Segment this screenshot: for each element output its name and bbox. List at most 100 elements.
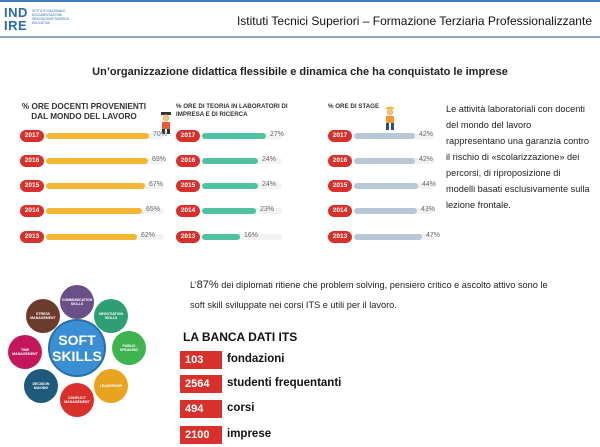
year-pill: 2013 xyxy=(20,231,44,243)
bar-track xyxy=(202,234,282,240)
bubble-communication: COMMUNICATION SKILLS xyxy=(60,285,94,319)
bar-row-stage: 2015 44% xyxy=(328,180,464,192)
stat-number: 2100 xyxy=(180,426,222,444)
bar-track xyxy=(354,208,434,214)
bar-fill xyxy=(202,208,256,214)
bar-track xyxy=(354,183,434,189)
year-pill: 2015 xyxy=(176,180,200,192)
year-pill: 2016 xyxy=(328,155,352,167)
bubble-conflict-management: CONFLICT MANAGEMENT xyxy=(60,383,94,417)
bar-row-laboratori: 2015 24% xyxy=(176,180,312,192)
indire-logo[interactable]: IND IRE ISTITUTO NAZIONALE DOCUMENTAZIONE… xyxy=(4,6,74,34)
bubble-negotiation: NEGOTIATION SKILLS xyxy=(94,299,128,333)
bar-percentage: 43% xyxy=(421,206,436,213)
bar-track xyxy=(354,133,434,139)
bar-fill xyxy=(354,158,415,164)
top-accent-bar xyxy=(0,0,600,2)
bar-fill xyxy=(354,183,418,189)
bar-row-stage: 2016 42% xyxy=(328,155,464,167)
bar-fill xyxy=(46,183,145,189)
bar-percentage: 62% xyxy=(141,232,156,239)
bar-row-docenti: 2014 65% xyxy=(20,205,194,217)
soft-skills-cluster: COMMUNICATION SKILLS NEGOTIATION SKILLS … xyxy=(0,285,180,445)
soft-skills-center-line1: SOFT xyxy=(58,332,96,348)
student-figure-icon xyxy=(161,112,171,134)
year-pill: 2017 xyxy=(20,130,44,142)
bubble-time-management: TIME MANAGEMENT xyxy=(8,335,42,369)
stat-number: 494 xyxy=(180,400,222,418)
page-subtitle: Un’organizzazione didattica flessibile e… xyxy=(92,66,508,78)
bar-percentage: 42% xyxy=(419,156,434,163)
bar-track xyxy=(46,183,164,189)
soft-skills-center-line2: SKILLS xyxy=(52,348,102,364)
bar-row-docenti: 2017 70% xyxy=(20,130,194,142)
year-pill: 2014 xyxy=(176,205,200,217)
year-pill: 2015 xyxy=(20,180,44,192)
bar-row-docenti: 2015 67% xyxy=(20,180,194,192)
stat-number: 103 xyxy=(180,351,222,369)
bar-fill xyxy=(354,133,415,139)
stat-label: corsi xyxy=(227,402,255,414)
bar-percentage: 65% xyxy=(146,206,161,213)
bar-row-docenti: 2016 69% xyxy=(20,155,194,167)
worker-figure-icon xyxy=(385,106,395,130)
soft-text-prefix: L’ xyxy=(190,280,197,290)
bar-percentage: 67% xyxy=(149,181,164,188)
banca-dati-title: LA BANCA DATI ITS xyxy=(183,330,298,344)
col-title-stage: % ORE DI STAGE xyxy=(328,103,380,110)
header-title: Istituti Tecnici Superiori – Formazione … xyxy=(236,14,592,28)
year-pill: 2016 xyxy=(20,155,44,167)
bar-track xyxy=(46,234,164,240)
year-pill: 2017 xyxy=(328,130,352,142)
bar-percentage: 70% xyxy=(153,131,168,138)
soft-skills-center: SOFT SKILLS xyxy=(48,319,106,377)
soft-text-percentage: 87% xyxy=(196,279,219,291)
bar-track xyxy=(202,183,282,189)
bar-percentage: 47% xyxy=(426,232,441,239)
logo-text: IND IRE xyxy=(4,5,28,33)
bar-row-laboratori: 2016 24% xyxy=(176,155,312,167)
bar-percentage: 24% xyxy=(262,181,277,188)
stat-label: studenti frequentanti xyxy=(227,377,342,389)
bar-percentage: 69% xyxy=(152,156,167,163)
bubble-leadership: LEADERSHIP xyxy=(94,369,128,403)
bar-fill xyxy=(354,234,422,240)
year-pill: 2013 xyxy=(176,231,200,243)
year-pill: 2013 xyxy=(328,231,352,243)
year-pill: 2017 xyxy=(176,130,200,142)
bar-track xyxy=(46,208,164,214)
side-text: Le attività laboratoriali con docenti de… xyxy=(446,104,590,210)
bar-fill xyxy=(202,234,240,240)
year-pill: 2014 xyxy=(20,205,44,217)
bar-fill xyxy=(202,183,258,189)
bar-track xyxy=(202,158,282,164)
bar-fill xyxy=(46,234,137,240)
bar-percentage: 23% xyxy=(260,206,275,213)
bar-track xyxy=(202,133,282,139)
col-title-laboratori: % ORE DI TEORIA IN LABORATORI DI IMPRESA… xyxy=(176,103,288,118)
bar-fill xyxy=(354,208,417,214)
soft-text-rest: dei diplomati ritiene che problem solvin… xyxy=(190,280,548,310)
bar-percentage: 16% xyxy=(244,232,259,239)
bar-track xyxy=(354,234,434,240)
bar-row-stage: 2017 42% xyxy=(328,130,464,142)
bar-row-docenti: 2013 62% xyxy=(20,231,194,243)
bubble-stress-management: STRESS MANAGEMENT xyxy=(26,299,60,333)
header: IND IRE ISTITUTO NAZIONALE DOCUMENTAZIONE… xyxy=(0,2,600,36)
bar-row-stage: 2014 43% xyxy=(328,205,464,217)
stat-label: imprese xyxy=(227,428,272,440)
bar-percentage: 44% xyxy=(422,181,437,188)
soft-skills-text: L’87% dei diplomati ritiene che problem … xyxy=(190,275,550,315)
header-divider xyxy=(0,36,600,38)
bar-percentage: 42% xyxy=(419,131,434,138)
bar-track xyxy=(46,133,164,139)
year-pill: 2015 xyxy=(328,180,352,192)
bar-fill xyxy=(46,208,142,214)
col-title-docenti: % ORE DOCENTI PROVENIENTI DAL MONDO DEL … xyxy=(21,102,147,121)
bar-track xyxy=(46,158,164,164)
year-pill: 2014 xyxy=(328,205,352,217)
logo-subtitle: ISTITUTO NAZIONALE DOCUMENTAZIONE INNOVA… xyxy=(32,9,69,25)
bubble-decision-making: DECISION MAKING xyxy=(24,369,58,403)
bubble-public-speaking: PUBLIC SPEAKING xyxy=(112,331,146,365)
bar-track xyxy=(354,158,434,164)
